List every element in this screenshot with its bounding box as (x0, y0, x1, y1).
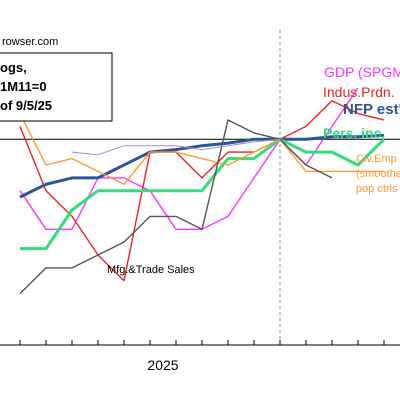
legend-line-3: of 9/5/25 (0, 98, 52, 113)
series-line-1 (19, 100, 385, 282)
axes: 2025 (0, 340, 400, 373)
reference-lines (0, 30, 400, 345)
series-line-4 (19, 113, 384, 185)
series-label-1: Indus.Prdn. (323, 84, 395, 100)
series-label-4-line-2: pop ctrls (356, 183, 398, 195)
series-label-3: Pers. inc. (323, 125, 385, 141)
series-label-4: Civ.Emp (356, 153, 397, 165)
series-line-6 (71, 138, 281, 156)
source-text: rowser.com (2, 36, 58, 48)
legend-line-2: 1M11=0 (0, 79, 47, 94)
series-line-3 (20, 137, 386, 251)
series-line-2 (19, 133, 385, 199)
legend-line-1: ogs, (0, 60, 27, 75)
legend-box (0, 52, 113, 122)
series-label-5: Mfg.&Trade Sales (107, 264, 195, 276)
x-tick-label-0: 2025 (147, 357, 178, 373)
series-label-2: NFP est' (343, 101, 400, 118)
series-label-4-line-1: (smoothe (356, 168, 400, 180)
series-lines (19, 87, 386, 295)
